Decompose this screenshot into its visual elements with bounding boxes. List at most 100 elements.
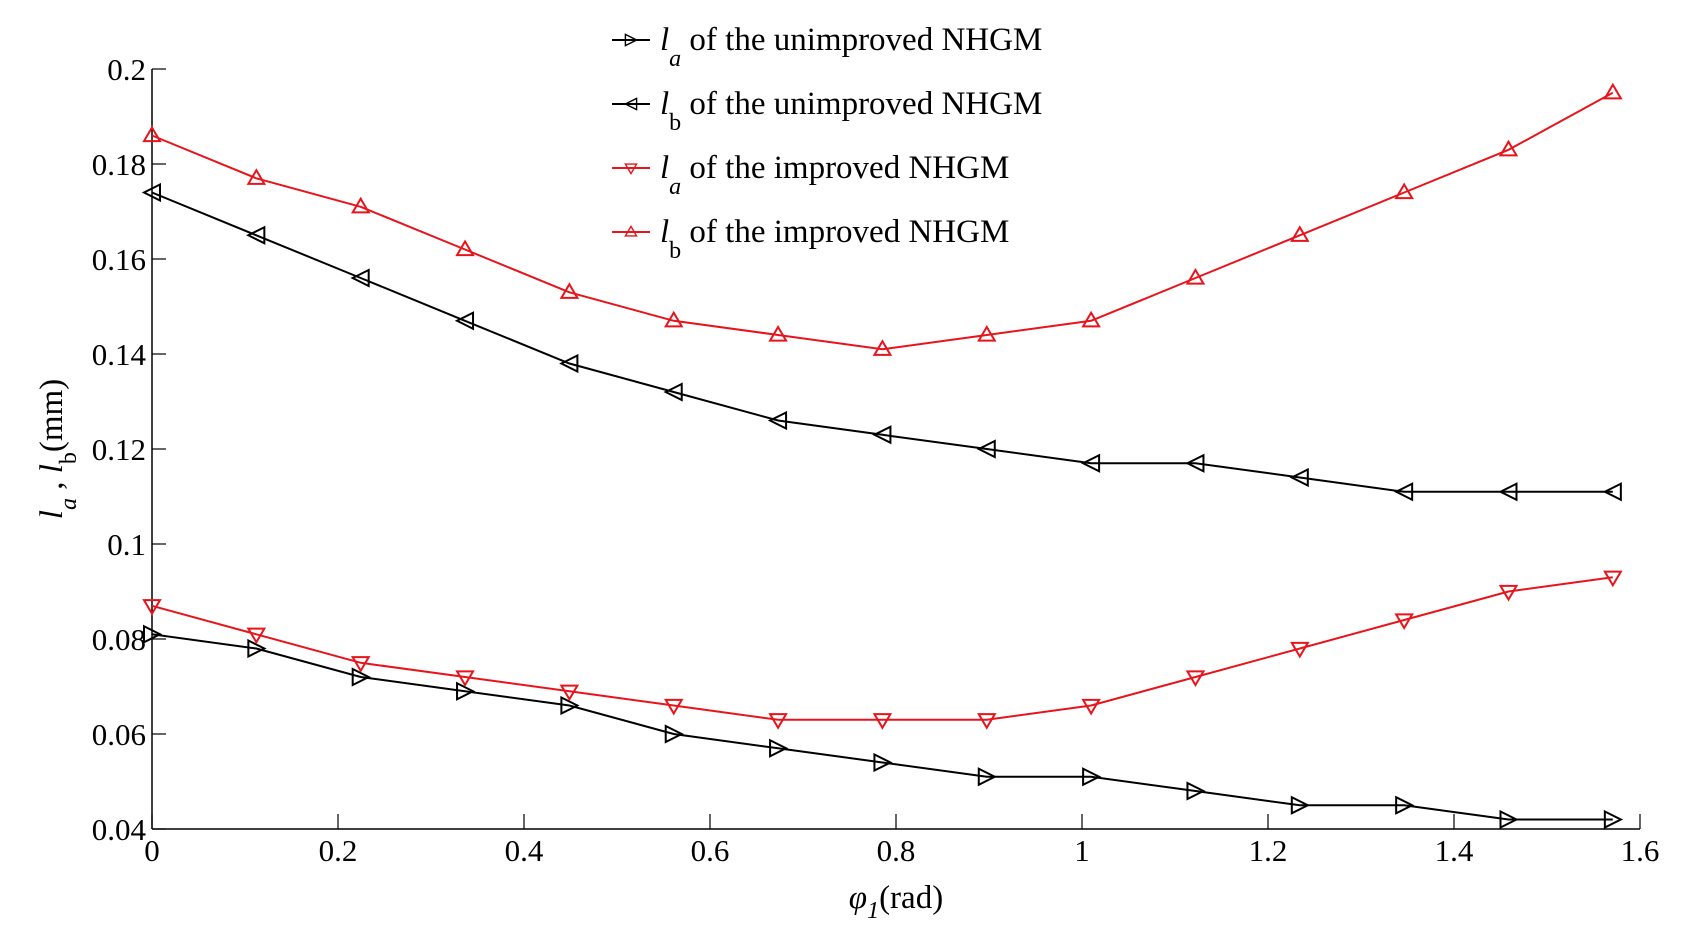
y-tick-label: 0.12 (92, 432, 146, 467)
data-point (559, 684, 580, 702)
x-ticks: 0 0.2 0.4 0.6 0.8 1 1.2 1.4 1.6 (144, 814, 1659, 868)
data-point (977, 325, 997, 342)
data-point (454, 311, 475, 331)
y-tick-label: 0.16 (92, 242, 146, 277)
data-point (1395, 795, 1415, 815)
data-point (1080, 453, 1101, 473)
data-point (351, 667, 371, 687)
data-point (246, 168, 267, 185)
data-point (1185, 670, 1206, 687)
data-point (767, 410, 788, 431)
y-ticks: 0.04 0.06 0.08 0.1 0.12 0.14 0.16 0.18 0.2 (92, 52, 166, 847)
x-tick-label: 0.8 (877, 833, 916, 868)
x-tick-label: 0.2 (319, 833, 358, 868)
x-tick-label: 1.4 (1435, 833, 1474, 868)
data-point (1185, 453, 1205, 473)
x-tick-label: 0 (144, 833, 160, 868)
legend-label: lb of the unimproved NHGM (660, 86, 1042, 136)
data-point (1185, 268, 1206, 285)
x-label-symbol: φ (849, 880, 867, 916)
legend-marker (624, 163, 638, 175)
data-point (246, 627, 267, 645)
data-point (559, 353, 579, 374)
legend-label: lb of the improved NHGM (660, 214, 1009, 264)
data-point (1603, 570, 1623, 588)
data-point (977, 767, 998, 787)
data-point (1290, 795, 1311, 815)
x-label-unit: (rad) (879, 880, 943, 916)
data-point (1603, 809, 1624, 830)
data-point (769, 738, 789, 758)
data-point (1289, 467, 1309, 488)
data-point (143, 624, 163, 644)
x-axis-label: φ1(rad) (849, 880, 943, 924)
data-point (1082, 767, 1102, 787)
data-point (1394, 613, 1414, 630)
legend-item: la of the unimproved NHGM (612, 22, 1042, 72)
data-point (246, 225, 266, 245)
data-point (977, 713, 997, 730)
data-point (872, 339, 893, 356)
data-point (1498, 139, 1519, 157)
data-point (872, 713, 893, 730)
data-point (1498, 482, 1518, 502)
x-tick-label: 0.4 (505, 833, 544, 868)
legend-marker (624, 225, 638, 237)
x-tick-label: 1 (1074, 833, 1090, 868)
y-label-lb: l (34, 464, 70, 473)
data-point (663, 698, 684, 716)
series-line-2 (151, 576, 1613, 721)
y-tick-label: 0.18 (92, 147, 146, 182)
data-point (1394, 182, 1414, 200)
y-label-unit: (mm) (34, 379, 70, 452)
y-tick-label: 0.1 (107, 527, 146, 562)
data-point (455, 239, 475, 257)
y-tick-label: 0.04 (92, 812, 147, 847)
data-point (142, 125, 162, 143)
data-point (141, 182, 161, 203)
data-point (350, 656, 371, 673)
x-tick-label: 1.6 (1621, 833, 1660, 868)
data-point (1498, 584, 1519, 602)
data-point (350, 196, 371, 214)
data-point (456, 681, 476, 701)
legend-label: la of the unimproved NHGM (660, 22, 1042, 72)
data-point (1081, 310, 1101, 328)
series-lines (151, 91, 1614, 821)
data-point (768, 713, 788, 730)
legend-label: la of the improved NHGM (660, 150, 1009, 200)
data-point (976, 439, 996, 459)
data-point (1393, 482, 1414, 502)
y-label-sep: , (34, 473, 70, 498)
y-tick-label: 0.08 (92, 622, 146, 657)
data-point (560, 695, 580, 716)
y-label-lb-sub: b (56, 452, 82, 464)
legend-marker (623, 97, 638, 111)
legend-marker (624, 33, 639, 47)
data-point (663, 382, 683, 402)
data-point (1290, 225, 1310, 242)
data-point (142, 599, 162, 616)
data-point (664, 724, 684, 744)
series-markers (141, 82, 1624, 830)
data-point (455, 670, 475, 687)
series-line-1 (151, 191, 1613, 493)
legend-item: lb of the improved NHGM (612, 214, 1009, 264)
data-point (1603, 82, 1623, 100)
y-tick-label: 0.06 (92, 717, 146, 752)
data-point (1499, 809, 1519, 830)
data-point (663, 310, 684, 328)
y-axis-label: la , lb(mm) (34, 379, 82, 519)
x-tick-label: 0.6 (691, 833, 730, 868)
data-point (1290, 641, 1310, 659)
data-point (247, 638, 267, 659)
legend: la of the unimproved NHGM lb of the unimp… (612, 22, 1042, 264)
data-point (873, 752, 893, 773)
x-tick-label: 1.2 (1249, 833, 1288, 868)
legend-item: lb of the unimproved NHGM (612, 86, 1042, 136)
y-tick-label: 0.14 (92, 337, 147, 372)
legend-item: la of the improved NHGM (612, 150, 1009, 200)
series-line-3 (151, 91, 1614, 351)
y-label-la: l (34, 510, 70, 519)
